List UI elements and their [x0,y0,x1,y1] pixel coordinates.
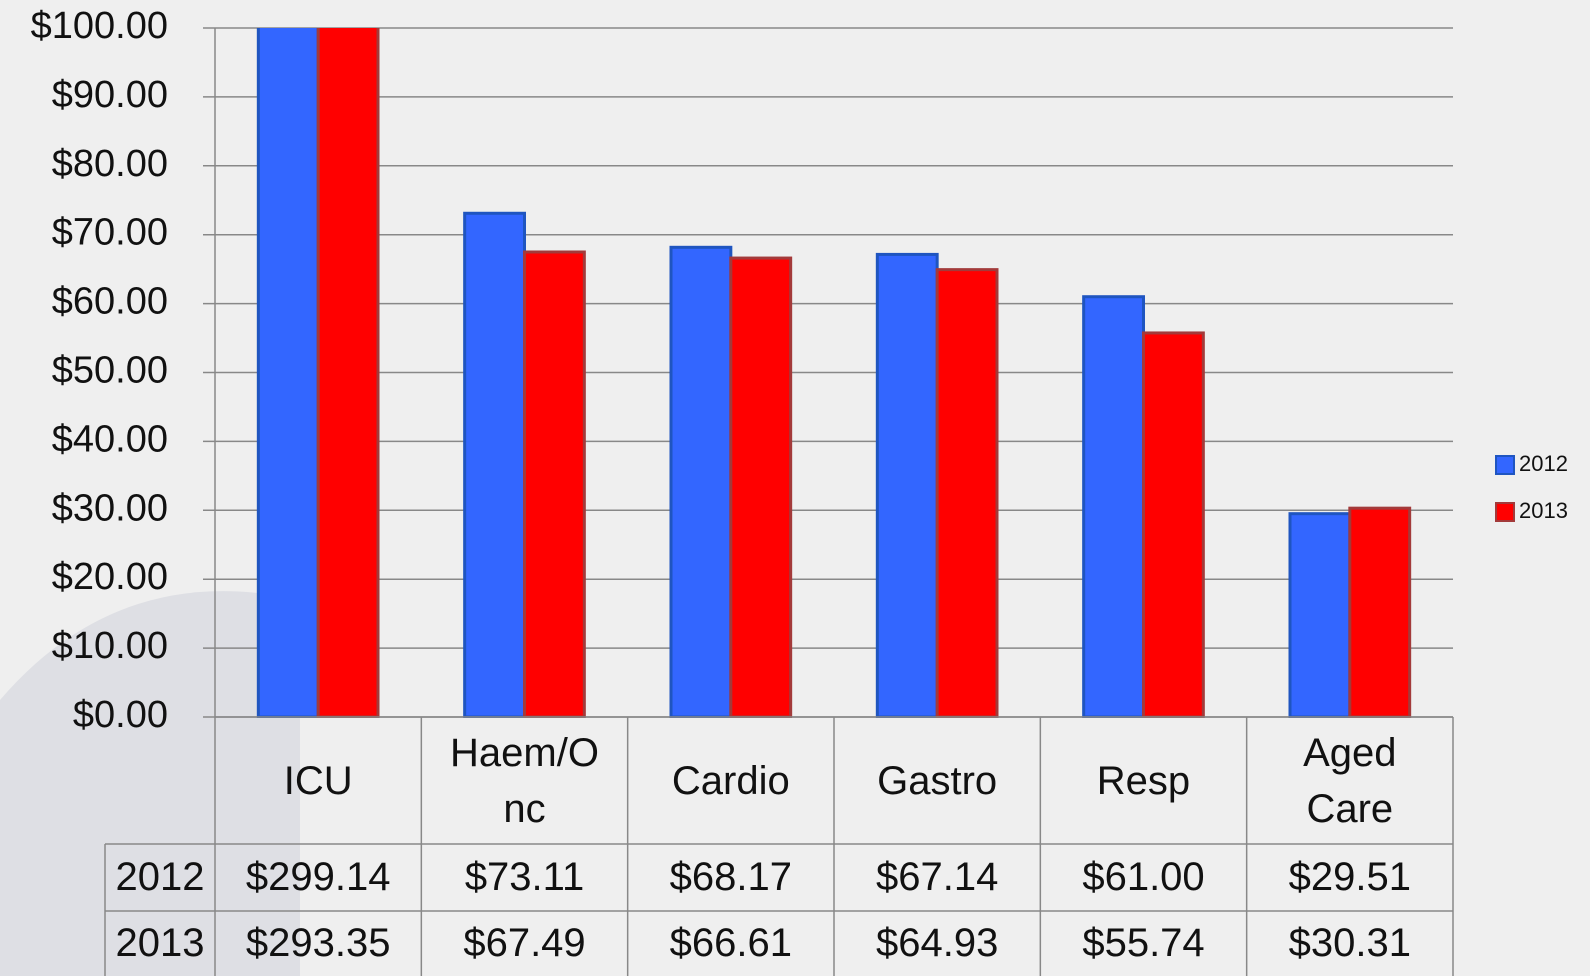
watermark [0,591,300,976]
bar [256,28,320,718]
x-tick-cell: Resp [1040,717,1246,844]
table-value: $293.35 [246,921,391,965]
y-tick-label: $10.00 [52,625,168,667]
table-value: $73.11 [465,855,584,899]
x-tick-text: Haem/Onc [450,730,599,831]
x-tick-label: ICU [215,717,421,844]
legend-label: 2013 [1519,498,1568,523]
background [0,591,300,976]
y-tick-label: $50.00 [52,350,168,392]
table-value: $29.51 [1289,855,1411,899]
bar [316,28,380,718]
table-value: $66.61 [670,921,792,965]
y-tick-label: $30.00 [52,487,168,529]
table-value: $55.74 [1082,921,1204,965]
legend-swatch [1495,455,1515,475]
y-tick-label: $70.00 [52,212,168,254]
x-tick-label: Aged Care [1247,717,1453,844]
x-tick-label: Resp [1040,717,1246,844]
table-value: $30.31 [1289,921,1411,965]
y-tick-label: $20.00 [52,556,168,598]
x-tick-cell: ICU [215,717,421,844]
bar [523,250,586,718]
bar [1142,331,1205,718]
table-value: $67.49 [463,921,585,965]
bar [1288,512,1352,718]
table-row-header: 2013 [116,921,205,965]
x-tick-cell: Aged Care [1247,717,1453,844]
x-tick-text: Cardio [671,758,790,803]
y-tick-label: $60.00 [52,281,168,323]
y-tick-label: $100.00 [31,5,168,47]
table-value: $299.14 [246,855,391,899]
x-tick-cell: Haem/Onc [421,717,627,844]
legend-label: 2012 [1519,451,1568,476]
x-tick-label: Gastro [834,717,1040,844]
legend-swatch [1495,502,1515,522]
table-value: $61.00 [1082,855,1204,899]
bar [729,256,793,718]
table-value: $67.14 [876,855,998,899]
bar [1082,295,1145,718]
bar [1348,506,1412,718]
x-tick-text: Aged Care [1303,730,1397,831]
x-tick-text: Resp [1096,758,1191,803]
y-tick-label: $40.00 [52,418,168,460]
x-tick-text: Gastro [877,758,998,803]
bar [669,245,733,718]
table-value: $68.17 [670,855,792,899]
y-tick-label: $80.00 [52,143,168,185]
x-tick-label: Cardio [628,717,834,844]
bars [256,28,1412,718]
x-tick-cell: Cardio [628,717,834,844]
y-tick-label: $90.00 [52,74,168,116]
x-tick-cell: Gastro [834,717,1040,844]
table-row-header: 2012 [116,855,205,899]
bar [935,268,999,718]
bar [463,211,526,718]
table-value: $64.93 [876,921,998,965]
bar [875,252,939,718]
y-tick-label: $0.00 [73,694,168,736]
x-tick-label: Haem/Onc [421,717,627,844]
x-tick-text: ICU [283,758,353,803]
